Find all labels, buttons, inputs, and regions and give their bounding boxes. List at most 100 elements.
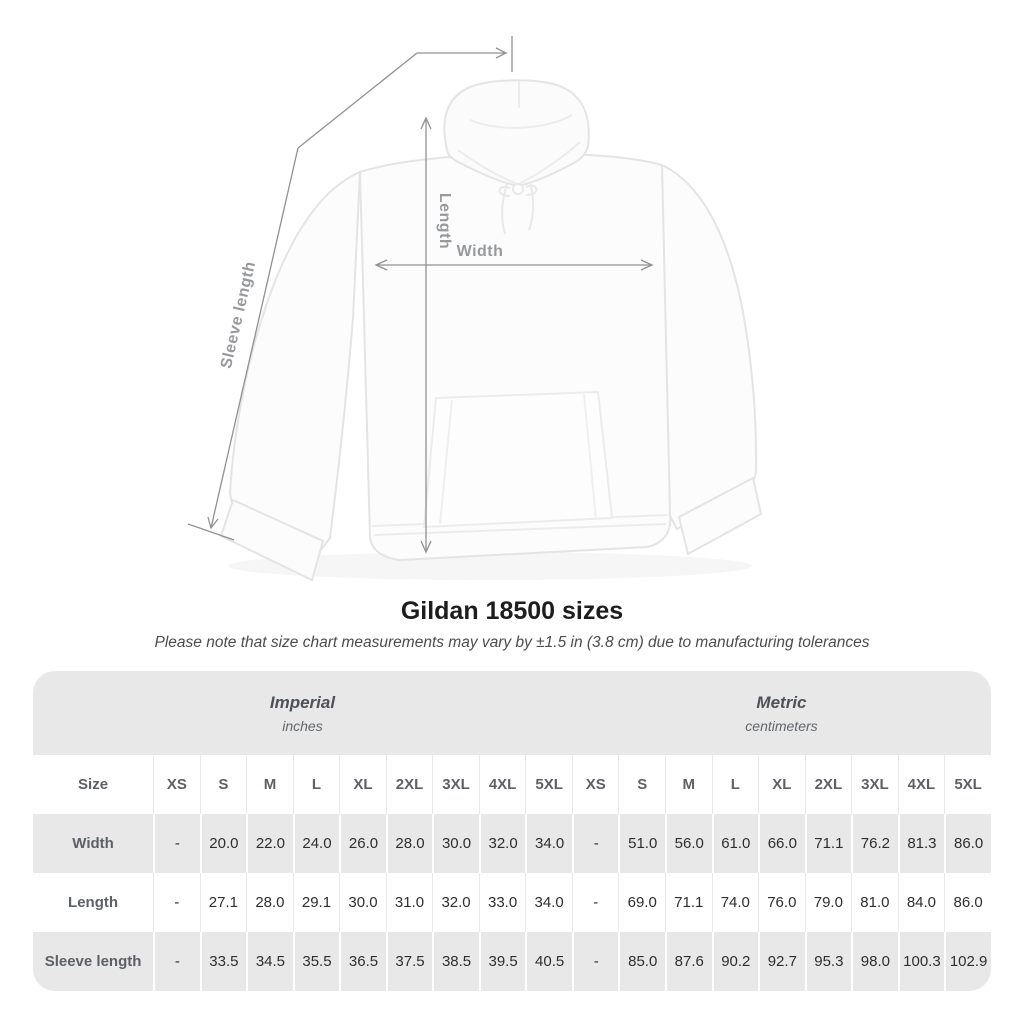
size-header-cell: L (711, 755, 759, 814)
measurement-value-cell: 37.5 (385, 932, 433, 991)
drawstrings (498, 181, 538, 235)
measurement-value-cell: 34.0 (525, 814, 572, 873)
measurement-value-cell: 81.0 (851, 873, 898, 932)
measurement-value-cell: 66.0 (758, 814, 805, 873)
measurement-value-cell: 20.0 (199, 814, 247, 873)
measurement-value-cell: 90.2 (711, 932, 759, 991)
pocket-hand-openings (439, 393, 597, 525)
size-table-body: Width -20.0 22.0 24.0 26.0 28.0 30.0 32.0 34.0-5… (33, 814, 991, 991)
measurement-row: Sleeve length -33.5 34.5 35.5 36.5 37.5 38.5 39… (33, 932, 991, 991)
measurement-value-cell: 38.5 (432, 932, 479, 991)
measurement-value-cell: 95.3 (804, 932, 852, 991)
measurement-value-cell: - (153, 814, 200, 873)
measurement-value-cell: 36.5 (339, 932, 386, 991)
size-header-cell: L (292, 755, 340, 814)
size-header-cell: XL (339, 755, 386, 814)
measurement-value-cell: 33.0 (478, 873, 526, 932)
measurement-value-cell: 86.0 (944, 814, 991, 873)
measurement-value-cell: 26.0 (339, 814, 386, 873)
hoodie-measurement-diagram: Width Length Sleeve length (187, 36, 762, 581)
measurement-value-cell: 56.0 (665, 814, 712, 873)
measurement-value-cell: 87.6 (665, 932, 712, 991)
size-header-cell: 3XL (851, 755, 898, 814)
width-measure-line (374, 259, 654, 271)
measurement-value-cell: 76.0 (758, 873, 805, 932)
tolerance-note: Please note that size chart measurements… (154, 634, 870, 651)
measurement-value-cell: 27.1 (199, 873, 247, 932)
measurement-value-cell: 33.5 (199, 932, 247, 991)
measurement-row: Length -27.1 28.0 29.1 30.0 31.0 32.0 33.0 34.0-… (33, 873, 991, 932)
measurement-value-cell: 32.0 (432, 873, 479, 932)
size-header-cell: 4XL (478, 755, 526, 814)
measurement-value-cell: 84.0 (897, 873, 945, 932)
measurement-value-cell: 28.0 (385, 814, 433, 873)
metric-group-header: Metric centimeters (571, 671, 991, 755)
measurement-value-cell: 100.3 (897, 932, 945, 991)
metric-group-label: Metric (756, 692, 807, 712)
measurement-value-cell: 51.0 (618, 814, 665, 873)
measurement-row-label: Width (33, 814, 154, 873)
size-header-cell: S (618, 755, 665, 814)
measurement-row-label: Length (33, 873, 154, 932)
measurement-value-cell: 98.0 (851, 932, 898, 991)
measurement-value-cell: 40.5 (525, 932, 572, 991)
size-header-cell: M (665, 755, 712, 814)
measurement-value-cell: - (153, 932, 200, 991)
measurement-value-cell: 85.0 (618, 932, 665, 991)
size-table: Imperial inches Metric centimeters Size … (33, 671, 991, 991)
measurement-value-cell: - (571, 873, 619, 932)
measurement-value-cell: 61.0 (711, 814, 759, 873)
measurement-value-cell: 30.0 (339, 873, 386, 932)
measurement-value-cell: 69.0 (618, 873, 665, 932)
length-label: Length (436, 193, 453, 249)
right-cuff (678, 477, 762, 555)
size-header-cell: 2XL (385, 755, 433, 814)
measurement-value-cell: - (153, 873, 200, 932)
size-header-cell: 4XL (897, 755, 945, 814)
measurement-value-cell: 24.0 (292, 814, 340, 873)
metric-group-unit: centimeters (745, 717, 818, 734)
size-header-cell: XL (758, 755, 805, 814)
size-header-cell: 5XL (525, 755, 572, 814)
measurement-value-cell: 32.0 (478, 814, 526, 873)
sleeve-length-measure-line (187, 36, 513, 541)
measurement-value-cell: 22.0 (246, 814, 293, 873)
measurement-value-cell: 76.2 (851, 814, 898, 873)
length-measure-line (420, 116, 432, 554)
measurement-value-cell: 29.1 (292, 873, 340, 932)
page-title: Gildan 18500 sizes (400, 597, 624, 625)
measurement-value-cell: 34.5 (246, 932, 293, 991)
hood (443, 79, 590, 187)
measurement-value-cell: - (571, 932, 619, 991)
size-header-cell: 3XL (432, 755, 479, 814)
size-column-header: Size (33, 755, 154, 814)
measurement-value-cell: 35.5 (292, 932, 340, 991)
unit-group-header-row: Imperial inches Metric centimeters (33, 671, 991, 755)
measurement-value-cell: 34.0 (525, 873, 572, 932)
size-header-cell: 5XL (944, 755, 991, 814)
size-header-cell: M (246, 755, 293, 814)
size-header-row: Size XS S M L XL 2XL 3XL 4XL 5XL XS S M L XL 2XL 3XL 4XL… (33, 755, 991, 814)
measurement-value-cell: 102.9 (944, 932, 991, 991)
size-header-cell: XS (571, 755, 619, 814)
width-label: Width (457, 243, 504, 260)
measurement-value-cell: 74.0 (711, 873, 759, 932)
measurement-value-cell: 28.0 (246, 873, 293, 932)
measurement-annotations (187, 36, 654, 554)
measurement-value-cell: 81.3 (897, 814, 945, 873)
hood-inner-lines (457, 81, 581, 185)
left-cuff (220, 499, 324, 581)
measurement-value-cell: 86.0 (944, 873, 991, 932)
measurement-value-cell: 30.0 (432, 814, 479, 873)
measurement-value-cell: - (571, 814, 619, 873)
imperial-group-unit: inches (282, 717, 323, 734)
imperial-group-label: Imperial (269, 692, 336, 712)
hoodie-illustration (220, 79, 762, 581)
measurement-value-cell: 71.1 (804, 814, 852, 873)
kangaroo-pocket (423, 391, 613, 528)
garment-shadow (228, 552, 752, 580)
measurement-value-cell: 79.0 (804, 873, 852, 932)
measurement-value-cell: 71.1 (665, 873, 712, 932)
measurement-value-cell: 39.5 (478, 932, 526, 991)
